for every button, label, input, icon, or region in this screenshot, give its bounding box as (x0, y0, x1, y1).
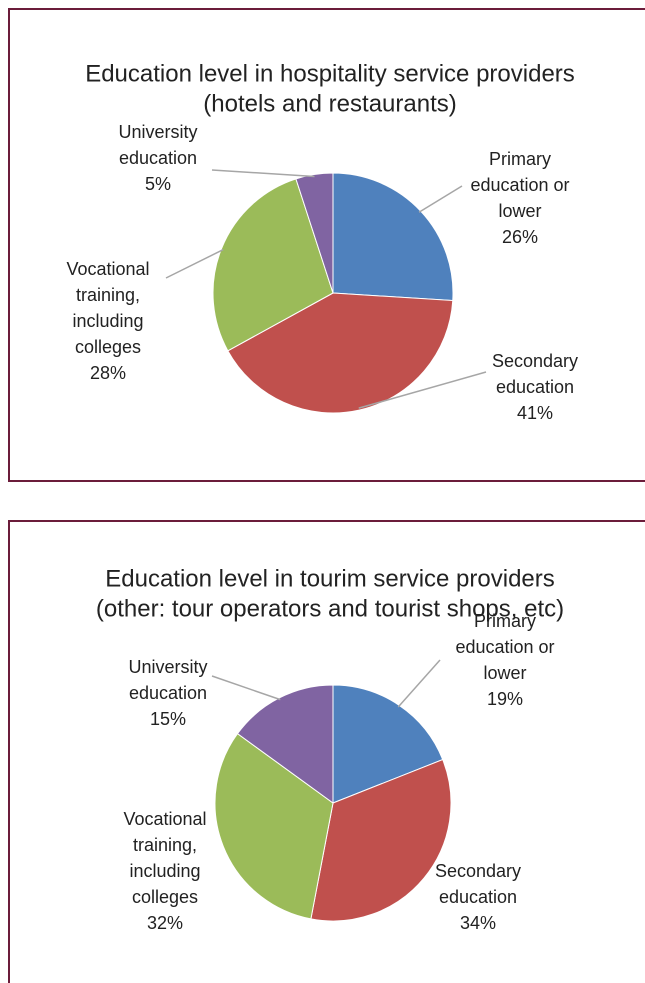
chart-title: Education level in hospitality service p… (85, 60, 575, 87)
pie-slice (295, 172, 334, 294)
leader-line (358, 371, 487, 409)
leader-line (418, 185, 463, 213)
slice-label: University education (128, 657, 207, 703)
chart-title: Education level in tourim service provid… (105, 565, 555, 592)
slice-value-label: 19% (487, 689, 523, 709)
slice-value-label: 34% (460, 913, 496, 933)
slice-value-label: 32% (147, 913, 183, 933)
pie-slice (310, 758, 452, 922)
slice-label: Vocational training, including colleges (66, 259, 149, 357)
chart-frame (8, 8, 645, 482)
pie-slice (212, 178, 334, 352)
pie-slice (236, 684, 334, 804)
pie-slice (332, 172, 454, 302)
slice-label: University education (118, 122, 197, 168)
slice-label: Vocational training, including colleges (123, 809, 206, 907)
slice-value-label: 28% (90, 363, 126, 383)
leader-line (211, 169, 315, 178)
slice-value-label: 26% (502, 227, 538, 247)
slice-value-label: 5% (145, 174, 171, 194)
slice-label: Primary education or lower (455, 611, 554, 683)
leader-line (165, 248, 224, 279)
pie-slice (214, 732, 334, 920)
slice-label: Primary education or lower (470, 149, 569, 221)
chart-subtitle: (other: tour operators and tourist shops… (96, 595, 564, 622)
slice-label: Secondary education (492, 351, 578, 397)
chart-frame (8, 520, 645, 983)
slice-value-label: 15% (150, 709, 186, 729)
chart-subtitle: (hotels and restaurants) (203, 90, 456, 117)
slice-value-label: 41% (517, 403, 553, 423)
leader-line (397, 659, 441, 708)
slice-label: Secondary education (435, 861, 521, 907)
pie-slice (227, 292, 454, 414)
leader-line (211, 675, 281, 701)
